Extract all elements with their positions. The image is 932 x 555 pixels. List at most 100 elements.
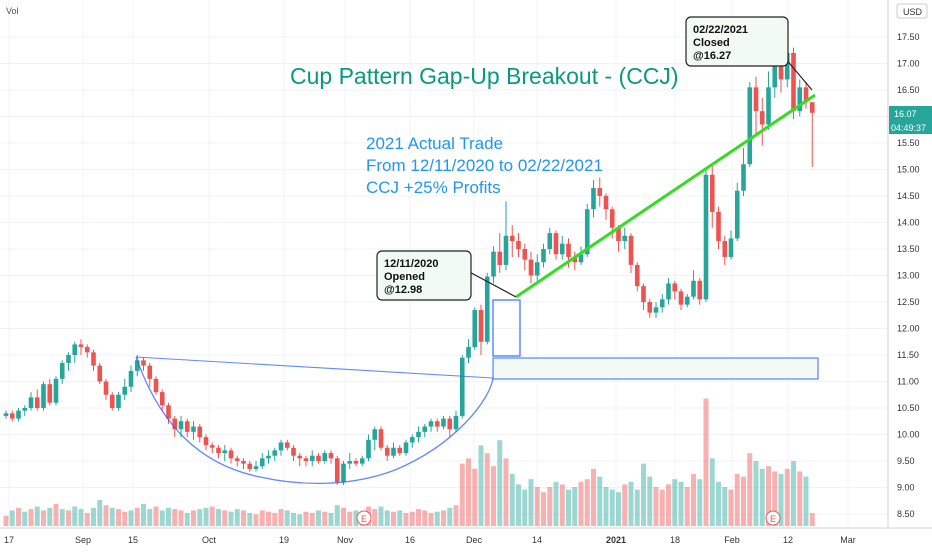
candle — [328, 450, 334, 464]
volume-bar — [447, 507, 453, 526]
x-tick-label: 17 — [4, 535, 14, 545]
candle — [347, 453, 353, 469]
y-tick-label: 13.50 — [897, 244, 920, 254]
volume-bar — [428, 513, 434, 526]
close-callout-label: Closed — [693, 37, 730, 49]
candle — [172, 415, 178, 438]
open-callout[interactable]: 12/11/2020 Opened @12.98 — [376, 250, 517, 301]
volume-bar — [84, 513, 90, 526]
volume-bar — [578, 481, 584, 526]
y-tick-label: 11.50 — [897, 350, 919, 360]
candle — [197, 423, 203, 443]
volume-bar — [241, 510, 246, 526]
volume-bar — [734, 474, 740, 526]
candle — [159, 389, 165, 411]
candle — [647, 299, 653, 318]
candle — [497, 233, 503, 273]
candle — [228, 447, 234, 464]
candle — [553, 230, 559, 260]
candle — [722, 235, 728, 265]
currency-selector[interactable]: USD — [896, 3, 928, 19]
candle — [134, 355, 140, 377]
volume-bar — [609, 489, 615, 526]
volume-bar — [197, 509, 203, 526]
candle — [634, 262, 640, 292]
close-callout[interactable]: 02/22/2021 Closed @16.27 — [685, 16, 813, 91]
volume-bar — [22, 511, 28, 526]
candle — [378, 426, 384, 451]
candle — [628, 233, 634, 273]
candle — [466, 339, 471, 363]
volume-bar — [784, 468, 790, 526]
volume-bar — [591, 468, 596, 526]
cup-rim-line — [135, 356, 494, 379]
candle — [516, 233, 521, 257]
candle — [666, 278, 671, 305]
candle — [453, 410, 459, 432]
y-tick-label: 8.50 — [897, 509, 915, 519]
volume-bar — [659, 489, 665, 526]
trade-note-line-2: From 12/11/2020 to 02/22/2021 — [366, 156, 603, 175]
candle — [184, 418, 190, 438]
volume-bar — [441, 510, 446, 526]
volume-bar — [141, 503, 146, 526]
volume-bar — [103, 505, 109, 526]
volume-bar — [109, 507, 115, 526]
candle — [241, 458, 246, 469]
candle — [766, 71, 771, 130]
candle — [103, 378, 109, 401]
volume-bar — [459, 463, 465, 526]
candle — [297, 453, 303, 467]
candle — [641, 283, 646, 310]
candle — [209, 442, 215, 454]
time-axis[interactable]: 17 Sep 15 Oct 19 Nov 16 Dec 14 2021 18 Feb 12 Mar — [0, 527, 932, 545]
candle — [34, 389, 40, 411]
volume-bar — [297, 514, 303, 526]
volume-bar — [534, 487, 540, 526]
y-tick-label: 15.50 — [897, 138, 920, 148]
x-tick-label: Nov — [337, 535, 354, 545]
volume-bar — [753, 461, 759, 526]
volume-bar — [772, 471, 778, 526]
volume-bar — [147, 509, 153, 526]
volume-bar — [278, 509, 284, 526]
volume-bar — [191, 510, 196, 526]
volume-bar — [234, 509, 240, 526]
volume-bar — [759, 468, 765, 526]
x-tick-label: 18 — [670, 535, 680, 545]
candle — [459, 355, 465, 419]
volume-bar — [59, 509, 65, 526]
volume-bar — [547, 487, 553, 526]
candle — [409, 434, 415, 448]
volume-bar — [716, 481, 721, 526]
candle — [403, 439, 409, 456]
candle — [147, 362, 153, 387]
x-tick-label: Dec — [466, 535, 483, 545]
candle — [572, 251, 578, 271]
candle — [359, 455, 365, 467]
volume-bar — [34, 506, 40, 526]
volume-bar — [347, 511, 353, 526]
candle — [322, 450, 328, 464]
y-tick-label: 10.50 — [897, 403, 920, 413]
volume-bar — [284, 510, 290, 526]
price-axis[interactable]: 17.5017.0016.5016.0015.5015.0014.5014.00… — [887, 0, 920, 528]
volume-bar — [66, 510, 71, 526]
earnings-marker[interactable]: E — [356, 510, 372, 526]
y-tick-label: 17.50 — [897, 32, 920, 42]
earnings-marker[interactable]: E — [765, 510, 781, 526]
volume-bar — [466, 458, 471, 526]
candle — [447, 415, 453, 438]
candle — [659, 294, 665, 313]
volume-bar — [747, 453, 753, 526]
candle — [291, 445, 296, 461]
candle — [59, 360, 65, 385]
x-tick-label: 14 — [532, 535, 542, 545]
volume-bar — [78, 509, 84, 526]
y-tick-label: 17.00 — [897, 59, 920, 69]
candle — [97, 362, 103, 385]
candle — [741, 148, 746, 196]
volume-bar — [122, 511, 128, 526]
volume-bar — [203, 507, 209, 526]
